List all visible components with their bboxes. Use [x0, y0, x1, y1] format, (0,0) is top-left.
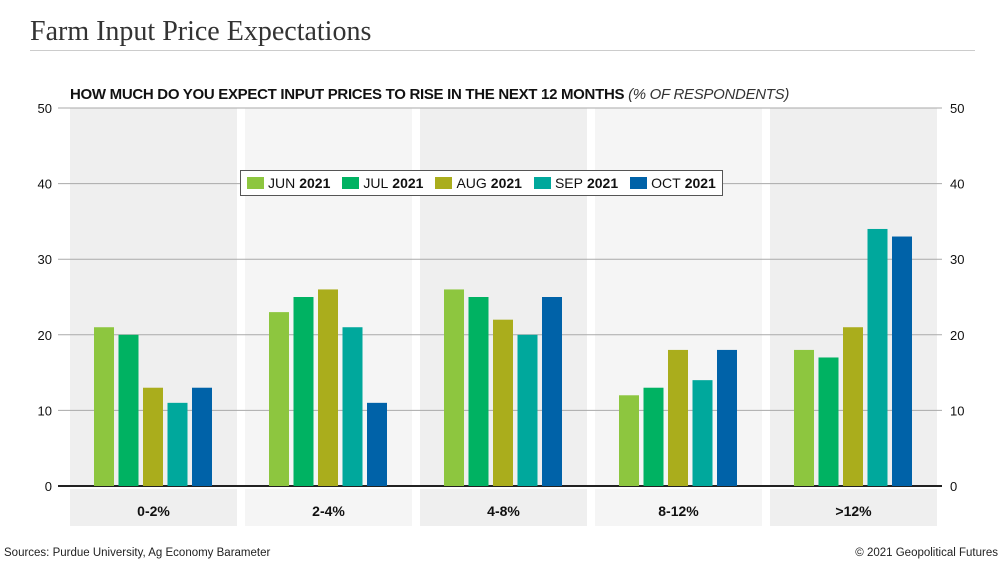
bar-aug	[493, 319, 513, 486]
legend-item: AUG 2021	[435, 175, 522, 191]
y-tick-label-left: 40	[38, 177, 52, 192]
y-tick-label-right: 30	[950, 252, 964, 267]
legend-item: SEP 2021	[533, 175, 619, 191]
y-tick-label-right: 50	[950, 101, 964, 116]
bar-sep	[167, 402, 188, 486]
legend-label: OCT	[651, 175, 681, 191]
bar-oct	[192, 387, 212, 486]
y-tick-label-left: 30	[38, 252, 52, 267]
legend-label: AUG	[456, 175, 487, 191]
source-note: Sources: Purdue University, Ag Economy B…	[4, 547, 271, 559]
bar-oct	[367, 402, 387, 486]
category-label-band	[595, 489, 762, 526]
x-tick-label: >12%	[835, 503, 872, 519]
x-tick-label: 8-12%	[658, 503, 699, 519]
title-divider	[30, 50, 975, 51]
y-tick-label-right: 10	[950, 403, 964, 418]
y-tick-label-left: 0	[45, 479, 52, 494]
chart-title: HOW MUCH DO YOU EXPECT INPUT PRICES TO R…	[70, 86, 789, 103]
y-tick-label-right: 0	[950, 479, 957, 494]
copyright: © 2021 Geopolitical Futures	[855, 547, 998, 559]
x-tick-label: 4-8%	[487, 503, 520, 519]
x-tick-label: 2-4%	[312, 503, 345, 519]
chart-title-text: HOW MUCH DO YOU EXPECT INPUT PRICES TO R…	[70, 86, 625, 103]
bar-jun	[794, 349, 814, 486]
bar-sep	[692, 380, 713, 486]
y-tick-label-right: 20	[950, 328, 964, 343]
legend-label: SEP	[554, 175, 583, 191]
bar-jun	[94, 327, 114, 486]
category-label-band	[770, 489, 937, 526]
legend-label: JUN	[268, 175, 296, 191]
legend-year: 2021	[392, 175, 424, 191]
category-label-band	[245, 489, 412, 526]
bar-jul	[293, 297, 314, 486]
legend-swatch	[342, 177, 360, 189]
legend-year: 2021	[586, 175, 619, 191]
y-tick-label-left: 20	[38, 328, 52, 343]
bar-oct	[717, 349, 737, 486]
bar-sep	[342, 327, 363, 486]
x-tick-label: 0-2%	[137, 503, 170, 519]
legend-year: 2021	[299, 175, 331, 191]
bar-jul	[643, 387, 664, 486]
bar-jun	[269, 312, 289, 486]
legend-swatch	[630, 177, 648, 189]
legend-swatch	[435, 177, 453, 189]
y-tick-label-left: 50	[38, 101, 52, 116]
category-label-band	[420, 489, 587, 526]
bar-jul	[468, 297, 489, 486]
legend-item: JUN 2021	[247, 175, 330, 191]
legend-swatch	[247, 177, 264, 189]
bar-oct	[542, 297, 562, 486]
chart-title-note: (% OF RESPONDENTS)	[628, 86, 790, 103]
bar-jul	[118, 334, 139, 486]
bar-aug	[143, 387, 163, 486]
bar-jun	[444, 289, 464, 486]
bar-sep	[517, 334, 538, 486]
y-tick-label-right: 40	[950, 177, 964, 192]
legend-item: JUL 2021	[342, 175, 423, 191]
legend-year: 2021	[490, 175, 522, 191]
category-label-band	[70, 489, 237, 526]
bar-jul	[818, 357, 839, 486]
bar-aug	[843, 327, 863, 486]
bar-sep	[867, 228, 888, 486]
legend-item: OCT 2021	[630, 175, 716, 191]
legend-year: 2021	[684, 175, 716, 191]
bar-jun	[619, 395, 639, 486]
legend-swatch	[533, 177, 551, 189]
legend: JUN 2021 JUL 2021 AUG 2021 SEP 2021 OCT 2021	[240, 170, 723, 196]
legend-label: JUL	[363, 175, 389, 191]
y-tick-label-left: 10	[38, 403, 52, 418]
bar-aug	[668, 349, 688, 486]
page-title: Farm Input Price Expectations	[30, 16, 372, 47]
bar-aug	[318, 289, 338, 486]
bar-oct	[892, 236, 912, 486]
